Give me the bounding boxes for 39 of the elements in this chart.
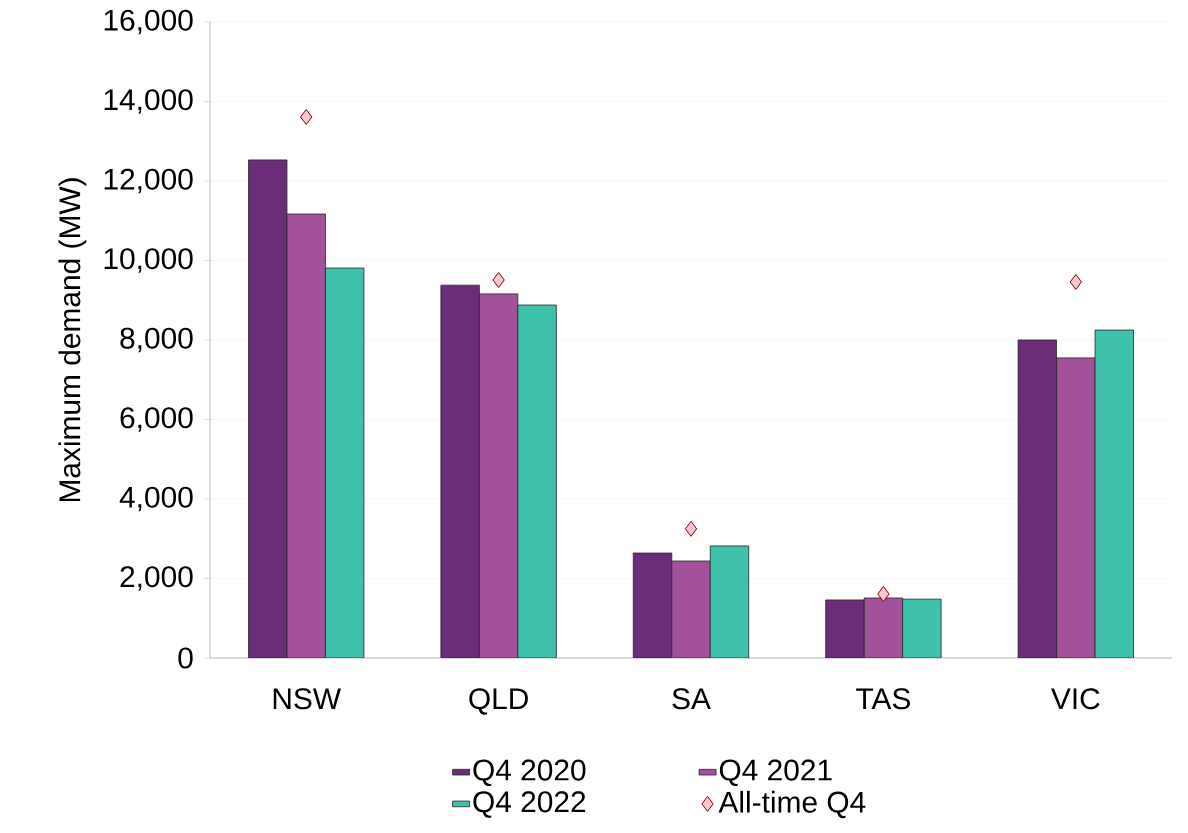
- legend-label: Q4 2020: [473, 759, 586, 786]
- bar: [517, 304, 557, 658]
- bar: [1056, 357, 1096, 658]
- bar: [325, 267, 365, 658]
- bar: [248, 159, 288, 658]
- y-tick-label: 2,000: [120, 566, 193, 591]
- legend-label: Q4 2021: [719, 759, 832, 786]
- point: [300, 109, 313, 125]
- bar: [709, 545, 750, 658]
- point: [1069, 273, 1082, 290]
- y-tick-label: 16,000: [104, 9, 193, 35]
- y-tick-label: 6,000: [120, 407, 193, 432]
- y-tick-label: 12,000: [104, 168, 193, 194]
- y-tick-label: 0: [178, 647, 193, 669]
- bar: [440, 284, 480, 658]
- bar: [478, 293, 519, 658]
- x-tick-label: QLD: [469, 688, 528, 715]
- bar: [632, 552, 673, 658]
- x-tick-label: TAS: [856, 688, 910, 710]
- x-tick-label: NSW: [273, 688, 341, 710]
- bar: [1017, 339, 1057, 658]
- x-tick-label: VIC: [1051, 688, 1100, 710]
- y-axis-title: Maximum demand (MW): [58, 178, 87, 502]
- y-tick-label: 10,000: [104, 248, 193, 273]
- point: [492, 271, 505, 288]
- bar: [1094, 329, 1134, 658]
- y-tick-label: 8,000: [120, 327, 193, 353]
- y-tick-label: 14,000: [104, 89, 193, 114]
- y-tick-label: 4,000: [119, 486, 193, 512]
- bar: [863, 597, 904, 658]
- bar: [902, 598, 942, 658]
- legend-label: Q4 2022: [473, 791, 586, 818]
- bar: [671, 560, 711, 658]
- bar: [825, 599, 865, 658]
- legend-label: All-time Q4: [718, 790, 866, 819]
- point: [684, 520, 698, 537]
- bar: [286, 213, 326, 658]
- x-tick-label: SA: [672, 688, 711, 710]
- point: [877, 586, 890, 602]
